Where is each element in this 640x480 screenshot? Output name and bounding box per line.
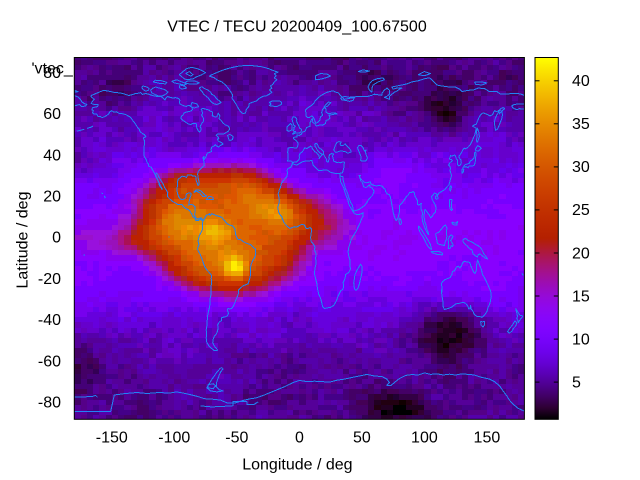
svg-text:-80: -80 bbox=[38, 395, 61, 412]
svg-text:-20: -20 bbox=[38, 271, 61, 288]
svg-text:20: 20 bbox=[43, 189, 61, 206]
svg-text:-50: -50 bbox=[225, 429, 248, 446]
svg-text:'vtec_: 'vtec_ bbox=[32, 61, 74, 78]
svg-text:0: 0 bbox=[295, 429, 304, 446]
svg-text:80: 80 bbox=[43, 65, 61, 82]
svg-text:25: 25 bbox=[572, 202, 590, 219]
svg-text:10: 10 bbox=[572, 331, 590, 348]
svg-text:15: 15 bbox=[572, 288, 590, 305]
svg-text:Longitude / deg: Longitude / deg bbox=[242, 457, 352, 474]
svg-text:50: 50 bbox=[353, 429, 371, 446]
svg-text:20: 20 bbox=[572, 245, 590, 262]
svg-text:40: 40 bbox=[572, 73, 590, 90]
svg-text:0: 0 bbox=[52, 230, 61, 247]
svg-text:Latitude / deg: Latitude / deg bbox=[15, 192, 32, 289]
svg-text:150: 150 bbox=[474, 429, 501, 446]
svg-text:-40: -40 bbox=[38, 312, 61, 329]
svg-text:40: 40 bbox=[43, 147, 61, 164]
svg-text:-150: -150 bbox=[96, 429, 128, 446]
svg-text:VTEC / TECU 20200409_100.67500: VTEC / TECU 20200409_100.67500 bbox=[167, 19, 427, 36]
svg-text:-100: -100 bbox=[158, 429, 190, 446]
svg-text:100: 100 bbox=[411, 429, 438, 446]
svg-text:-60: -60 bbox=[38, 353, 61, 370]
svg-text:5: 5 bbox=[572, 374, 581, 391]
svg-text:30: 30 bbox=[572, 159, 590, 176]
svg-text:35: 35 bbox=[572, 116, 590, 133]
svg-text:60: 60 bbox=[43, 106, 61, 123]
